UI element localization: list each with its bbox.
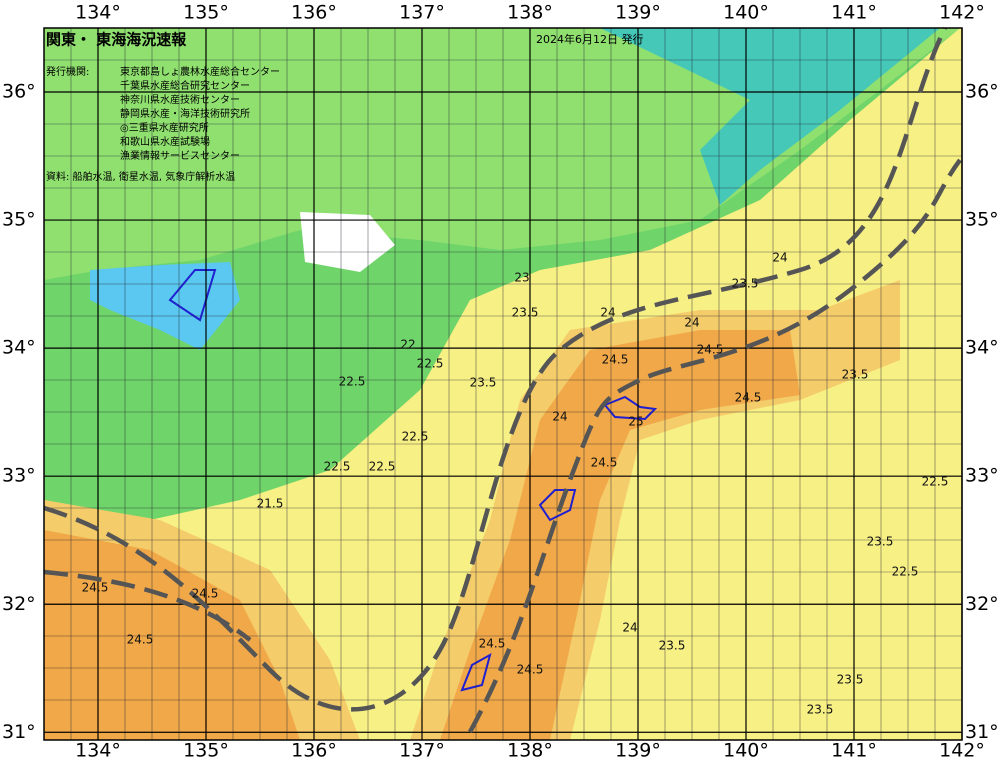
lat-label: 34° bbox=[2, 337, 36, 359]
isotherm-label: 21.5 bbox=[257, 497, 284, 511]
lat-label: 34° bbox=[965, 337, 999, 359]
lon-label: 134° bbox=[75, 740, 121, 762]
issuer: 千葉県水産総合研究センター bbox=[120, 79, 250, 92]
kuroshio-core bbox=[44, 530, 300, 740]
issuer: 漁業情報サービスセンター bbox=[120, 149, 240, 162]
sea-cool-light bbox=[44, 28, 960, 280]
title: 関東・ 東海海況速報 bbox=[46, 31, 187, 49]
lat-label: 31° bbox=[965, 721, 999, 743]
issuer: 東京都島しょ農林水産総合センター bbox=[120, 65, 280, 78]
lat-label: 32° bbox=[2, 593, 36, 615]
land bbox=[300, 212, 395, 272]
sea-cold bbox=[600, 28, 940, 205]
isotherm-label: 24.5 bbox=[479, 637, 506, 651]
frame bbox=[43, 27, 963, 741]
lon-label: 139° bbox=[615, 740, 661, 762]
isotherm-label: 22.5 bbox=[922, 475, 949, 489]
lon-label: 138° bbox=[507, 2, 553, 24]
isotherm-label: 23.5 bbox=[512, 306, 539, 320]
isotherm-label: 22.5 bbox=[339, 375, 366, 389]
lat-label: 35° bbox=[965, 209, 999, 231]
isotherm-label: 23.5 bbox=[867, 535, 894, 549]
isotherm-label: 25 bbox=[628, 415, 643, 429]
lat-label: 35° bbox=[2, 209, 36, 231]
lon-label: 139° bbox=[615, 2, 661, 24]
lon-label: 138° bbox=[507, 740, 553, 762]
lon-label: 137° bbox=[399, 740, 445, 762]
lon-label: 137° bbox=[399, 2, 445, 24]
isotherm-label: 23.5 bbox=[470, 376, 497, 390]
isotherm-label: 24.5 bbox=[602, 353, 629, 367]
isotherm-label: 24 bbox=[684, 316, 699, 330]
lon-label: 134° bbox=[75, 2, 121, 24]
isotherm-label: 23.5 bbox=[837, 673, 864, 687]
isotherm-label: 23.5 bbox=[807, 703, 834, 717]
lat-label: 31° bbox=[2, 721, 36, 743]
issuer: ◎三重県水産研究所 bbox=[120, 121, 209, 134]
isotherm-label: 24.5 bbox=[735, 391, 762, 405]
issuer-list: 東京都島しょ農林水産総合センター千葉県水産総合研究センター神奈川県水産技術センタ… bbox=[120, 65, 280, 162]
issuer: 静岡県水産・海洋技術研究所 bbox=[120, 107, 250, 120]
isotherm-label: 24 bbox=[552, 410, 567, 424]
source: 資料: 船舶水温, 衛星水温, 気象庁解析水温 bbox=[46, 170, 235, 183]
lat-label: 33° bbox=[965, 465, 999, 487]
isotherm-label: 23 bbox=[514, 271, 529, 285]
isotherm-label: 22 bbox=[400, 338, 415, 352]
issuer: 和歌山県水産試験場 bbox=[120, 135, 210, 148]
lon-label: 141° bbox=[831, 740, 877, 762]
lon-label: 140° bbox=[723, 740, 769, 762]
isotherm-label: 23.5 bbox=[842, 368, 869, 382]
isotherm-label: 22.5 bbox=[369, 460, 396, 474]
isotherm-label: 23.5 bbox=[732, 277, 759, 291]
lat-label: 32° bbox=[965, 593, 999, 615]
issuer: 神奈川県水産技術センター bbox=[120, 93, 240, 106]
isotherm-label: 23.5 bbox=[659, 639, 686, 653]
isotherm-label: 24 bbox=[622, 621, 637, 635]
isotherm-label: 24.5 bbox=[127, 633, 154, 647]
lon-label: 140° bbox=[723, 2, 769, 24]
issuer-label: 発行機関: bbox=[46, 65, 89, 78]
lon-label: 135° bbox=[183, 740, 229, 762]
isotherm-label: 24.5 bbox=[591, 456, 618, 470]
isotherm-label: 24.5 bbox=[82, 581, 109, 595]
isotherm-label: 24.5 bbox=[517, 663, 544, 677]
lat-label: 36° bbox=[2, 81, 36, 103]
isotherm-label: 24 bbox=[772, 251, 787, 265]
isotherm-label: 24 bbox=[600, 306, 615, 320]
kuroshio-axis bbox=[43, 27, 962, 734]
isotherm-label: 22.5 bbox=[417, 357, 444, 371]
isotherm-label: 22.5 bbox=[402, 430, 429, 444]
lat-label: 33° bbox=[2, 465, 36, 487]
isotherm-label: 24.5 bbox=[697, 343, 724, 357]
lat-label: 36° bbox=[965, 81, 999, 103]
isotherm-label: 24.5 bbox=[192, 587, 219, 601]
cold-contours bbox=[168, 269, 658, 692]
lon-label: 141° bbox=[831, 2, 877, 24]
lon-label: 136° bbox=[291, 740, 337, 762]
isotherm-label: 22.5 bbox=[324, 460, 351, 474]
lon-label: 142° bbox=[939, 740, 985, 762]
lon-label: 135° bbox=[183, 2, 229, 24]
lon-label: 142° bbox=[939, 2, 985, 24]
issue-date: 2024年6月12日 発行 bbox=[536, 32, 644, 46]
lon-label: 136° bbox=[291, 2, 337, 24]
isotherm-label: 22.5 bbox=[892, 565, 919, 579]
